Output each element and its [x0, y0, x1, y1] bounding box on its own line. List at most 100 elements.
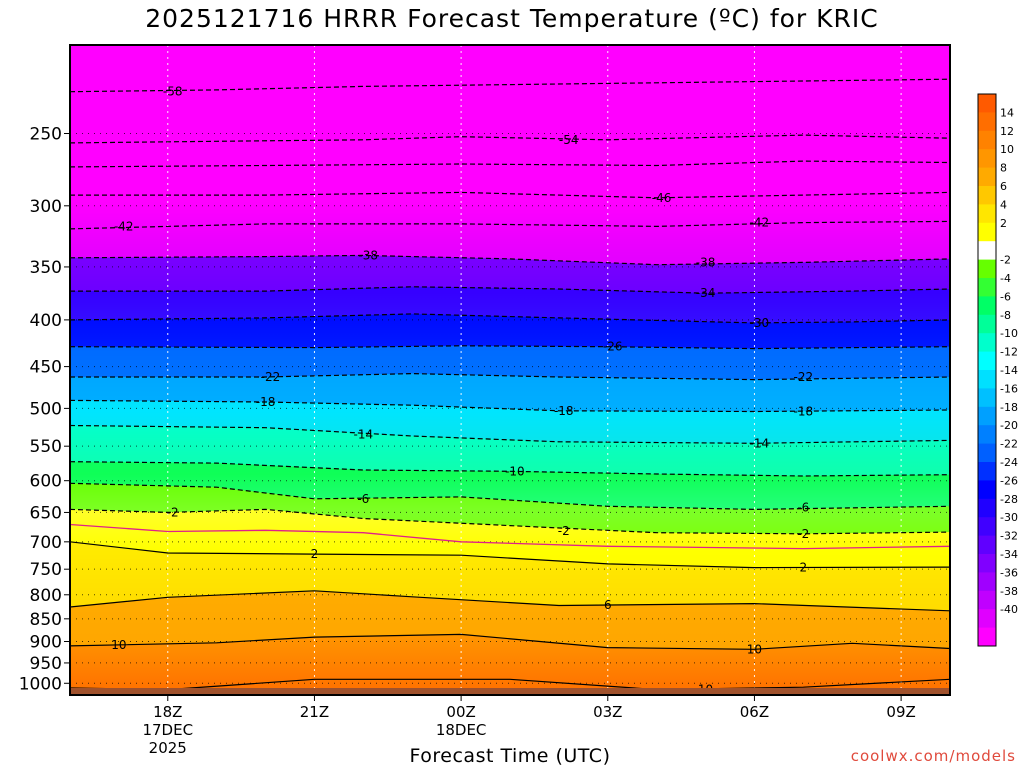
colorbar-swatch: [978, 370, 996, 389]
contour-label: -22: [794, 370, 814, 384]
colorbar-swatch: [978, 351, 996, 371]
contour-label: -38: [696, 255, 716, 269]
colorbar-label: 4: [1000, 198, 1007, 211]
contour-label: -58: [163, 85, 183, 99]
colorbar-swatch: [978, 94, 996, 113]
contour-label: 10: [111, 638, 126, 652]
x-tick-label: 17DEC: [142, 721, 193, 739]
y-tick-label: 800: [30, 586, 62, 606]
x-tick-label: 03Z: [593, 703, 622, 721]
colorbar-label: -22: [1000, 438, 1018, 451]
colorbar-swatch: [978, 498, 996, 518]
contour--58: [70, 78, 950, 93]
colorbar-swatch: [978, 222, 996, 242]
x-tick-label: 18DEC: [436, 721, 487, 739]
x-tick-label: 2025: [149, 739, 187, 757]
contour-label: -42: [750, 216, 770, 230]
temperature-band: [70, 425, 950, 476]
contour--38: [70, 254, 950, 266]
y-tick-label: 900: [30, 632, 62, 652]
colorbar-label: -32: [1000, 530, 1018, 543]
colorbar-label: -20: [1000, 419, 1018, 432]
temperature-band: [70, 345, 950, 380]
contour-label: -14: [354, 427, 374, 441]
colorbar-swatch: [978, 314, 996, 334]
y-tick-label: 750: [30, 560, 62, 580]
colorbar-label: 8: [1000, 162, 1007, 175]
y-tick-label: 650: [30, 503, 62, 523]
colorbar-label: -36: [1000, 566, 1018, 579]
y-tick-label: 300: [30, 197, 62, 217]
colorbar-swatch: [978, 204, 996, 224]
colorbar: 14 12 10 8 6 4 2 -2 -4 -6 -8 -10 -12 -14 -16 -18 -20 -22 -…: [977, 93, 1018, 647]
temperature-band: [70, 400, 950, 444]
contour-label: -18: [554, 404, 574, 418]
contour--14: [70, 424, 950, 444]
plot-frame: [69, 44, 951, 696]
colorbar-label: -4: [1000, 272, 1011, 285]
y-tick-label: 350: [30, 258, 62, 278]
contour--18: [70, 399, 950, 413]
contour--34: [70, 286, 950, 294]
colorbar-label: -8: [1000, 309, 1011, 322]
ground-strip: [70, 688, 950, 695]
x-tick-label: 00Z: [446, 703, 475, 721]
colorbar-label: -2: [1000, 254, 1011, 267]
contour-label: -10: [505, 464, 525, 478]
colorbar-label: -12: [1000, 346, 1018, 359]
colorbar-swatch: [978, 130, 996, 150]
contour-2: [70, 541, 950, 569]
temperature-band: [70, 286, 950, 323]
colorbar-swatch: [978, 406, 996, 426]
temperature-band: [70, 135, 950, 167]
contour-label: -22: [261, 370, 281, 384]
colorbar-swatch: [978, 278, 996, 297]
contour--2: [70, 508, 950, 535]
colorbar-swatch: [978, 259, 996, 279]
colorbar-frame: [977, 93, 997, 647]
colorbar-label: -34: [1000, 548, 1018, 561]
colorbar-swatch: [978, 535, 996, 555]
colorbar-swatch: [978, 462, 996, 481]
temperature-band: [70, 509, 950, 549]
colorbar-label: -10: [1000, 327, 1018, 340]
x-tick-label: 06Z: [740, 703, 769, 721]
colorbar-swatch: [978, 609, 996, 629]
contour--10: [70, 461, 950, 477]
contour-label: -30: [750, 316, 770, 330]
colorbar-swatch: [978, 186, 996, 205]
contour-label: -38: [358, 248, 378, 262]
chart-title: 2025121716 HRRR Forecast Temperature (ºC…: [145, 4, 879, 33]
temperature-band: [70, 590, 950, 650]
colorbar-swatch: [978, 167, 996, 187]
colorbar-swatch: [978, 296, 996, 316]
contour-0: [70, 523, 950, 550]
colorbar-swatch: [978, 572, 996, 592]
contour-label: -42: [114, 219, 134, 233]
colorbar-swatch: [978, 443, 996, 463]
x-tick-label: 21Z: [300, 703, 329, 721]
colorbar-label: 10: [1000, 143, 1014, 156]
contour-label: 6: [604, 598, 612, 612]
source-credit: coolwx.com/models: [850, 747, 1016, 765]
contour--26: [70, 345, 950, 350]
colorbar-swatch: [978, 388, 996, 408]
colorbar-swatch: [978, 241, 996, 261]
contour-label: 2: [800, 561, 808, 575]
contour-label: -18: [794, 405, 814, 419]
contour--30: [70, 313, 950, 324]
colorbar-label: -16: [1000, 382, 1018, 395]
colorbar-label: 2: [1000, 217, 1007, 230]
contour--50: [70, 160, 950, 168]
colorbar-label: -18: [1000, 401, 1018, 414]
colorbar-label: -6: [1000, 290, 1011, 303]
contour-label: -2: [558, 524, 570, 538]
colorbar-swatch: [978, 149, 996, 169]
temperature-band: [70, 461, 950, 510]
colorbar-swatch: [978, 590, 996, 610]
colorbar-swatch: [978, 517, 996, 537]
contour-label: -2: [797, 527, 809, 541]
contour--46: [70, 191, 950, 199]
colorbar-label: -14: [1000, 364, 1018, 377]
temperature-band: [70, 541, 950, 611]
